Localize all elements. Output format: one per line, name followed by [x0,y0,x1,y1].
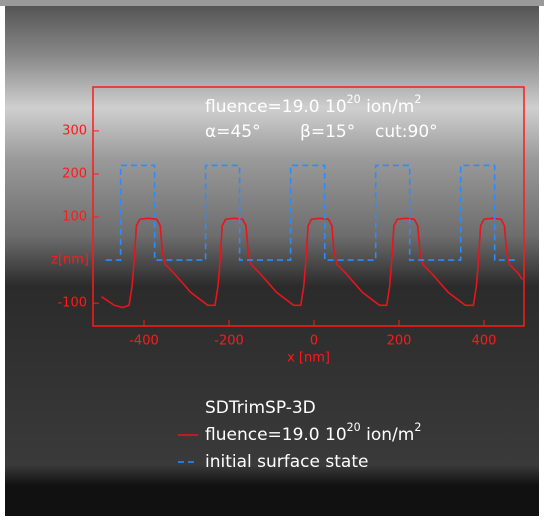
legend-label-part: initial surface state [205,452,368,472]
legend-label: fluence=19.0 1020 ion/m2 [205,421,421,445]
series-line [105,164,518,261]
x-tick-label: -400 [129,334,159,349]
series-line [101,217,523,309]
top-bar [0,0,544,6]
legend-label-part: ion/m [361,425,415,445]
x-tick-label: 0 [310,334,318,349]
legend-label-part: 2 [414,421,421,434]
y-tick-label: 100 [62,210,87,225]
annotation-part: ion/m [361,97,415,117]
annotation-part: 2 [414,93,421,106]
x-tick-label: -200 [214,334,244,349]
legend-label: initial surface state [205,452,368,472]
y-axis-label: z[nm] [51,253,89,268]
sem-background [5,6,539,516]
annotation: fluence=19.0 1020 ion/m2 [205,93,421,117]
legend-title: SDTrimSP-3D [205,398,316,418]
x-tick-label: 400 [472,334,497,349]
plot-frame [92,86,525,327]
legend-label-part: 20 [347,421,361,434]
x-axis-label: x [nm] [287,351,330,366]
annotation: β=15° [300,122,355,142]
y-tick-label: 300 [62,123,87,138]
annotation: α=45° [205,122,261,142]
y-tick-label: 200 [62,166,87,181]
annotation-part: 20 [347,93,361,106]
x-tick-label: 200 [387,334,412,349]
y-tick-label: -100 [57,296,87,311]
legend-label-part: fluence=19.0 10 [205,425,347,445]
annotation-part: fluence=19.0 10 [205,97,347,117]
annotation: cut:90° [375,122,438,142]
